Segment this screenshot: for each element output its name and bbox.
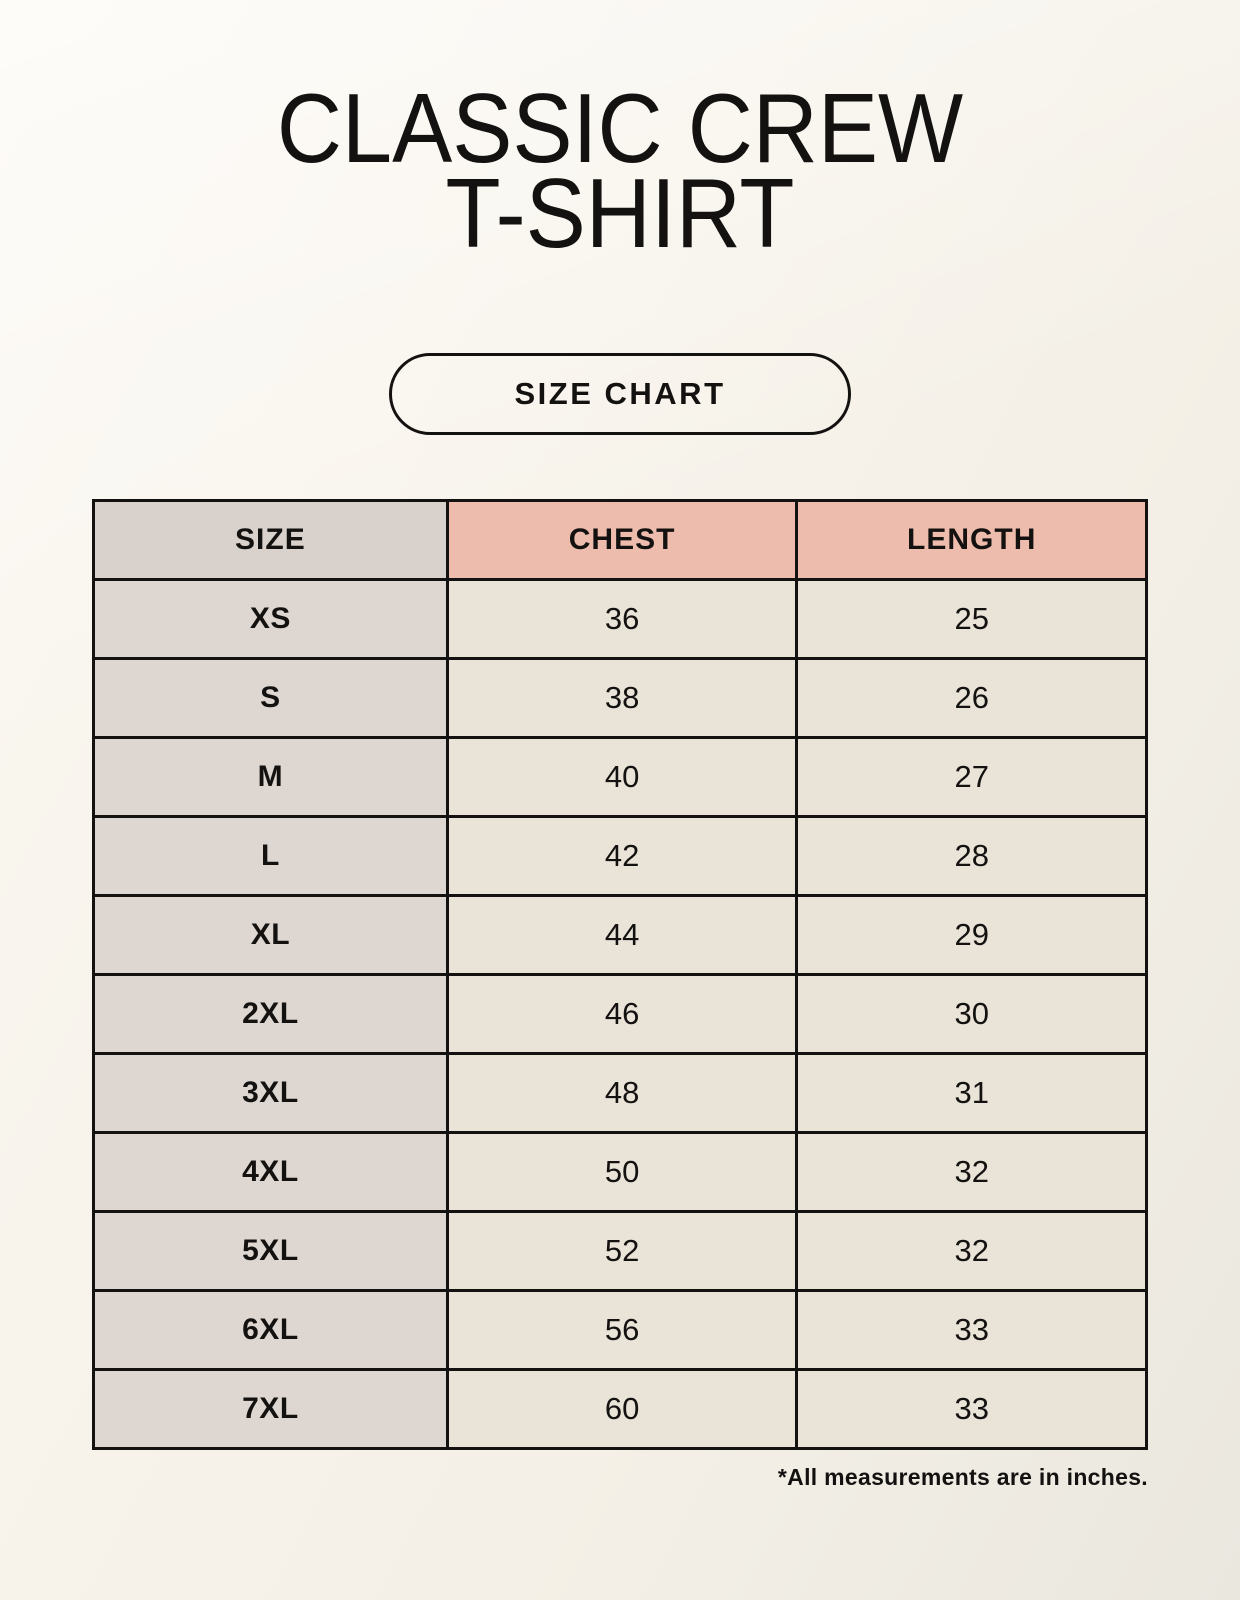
length-value: 31 — [795, 1051, 1148, 1134]
size-label: 6XL — [92, 1288, 449, 1371]
size-chart-table: SIZE CHEST LENGTH XS 36 25 S 38 26 M 40 … — [92, 498, 1148, 1450]
length-value: 32 — [795, 1209, 1148, 1292]
length-value: 26 — [795, 656, 1148, 739]
length-value: 33 — [795, 1288, 1148, 1371]
table-row: 4XL 50 32 — [92, 1130, 1148, 1213]
table-row: XS 36 25 — [92, 577, 1148, 660]
chest-value: 52 — [445, 1209, 799, 1292]
table-row: 3XL 48 31 — [92, 1051, 1148, 1134]
chest-value: 48 — [445, 1051, 799, 1134]
table-row: XL 44 29 — [92, 893, 1148, 976]
size-label: XL — [92, 893, 449, 976]
table-row: M 40 27 — [92, 735, 1148, 818]
page-title-line1: CLASSIC CREW — [276, 73, 964, 183]
size-label: 5XL — [92, 1209, 449, 1292]
length-value: 25 — [795, 577, 1148, 660]
chest-value: 46 — [445, 972, 799, 1055]
chest-value: 42 — [445, 814, 799, 897]
size-label: S — [92, 656, 449, 739]
chest-value: 40 — [445, 735, 799, 818]
length-value: 29 — [795, 893, 1148, 976]
table-row: 6XL 56 33 — [92, 1288, 1148, 1371]
size-chart-badge-label: SIZE CHART — [514, 375, 726, 411]
page-title: CLASSIC CREW T-SHIRT — [50, 73, 1191, 269]
measurements-footnote: *All measurements are in inches. — [777, 1463, 1148, 1490]
chest-value: 56 — [445, 1288, 799, 1371]
size-label: XS — [92, 577, 449, 660]
table-row: 2XL 46 30 — [92, 972, 1148, 1055]
length-value: 28 — [795, 814, 1148, 897]
size-label: M — [92, 735, 449, 818]
chest-value: 36 — [445, 577, 799, 660]
length-value: 32 — [795, 1130, 1148, 1213]
table-row: L 42 28 — [92, 814, 1148, 897]
size-label: 2XL — [92, 972, 449, 1055]
column-header-size: SIZE — [92, 498, 449, 581]
size-chart-badge: SIZE CHART — [389, 352, 851, 435]
chest-value: 60 — [445, 1367, 799, 1450]
length-value: 33 — [795, 1367, 1148, 1450]
chest-value: 38 — [445, 656, 799, 739]
chest-value: 50 — [445, 1130, 799, 1213]
length-value: 30 — [795, 972, 1148, 1055]
page-title-line2: T-SHIRT — [445, 158, 795, 269]
table-row: 7XL 60 33 — [92, 1367, 1148, 1450]
size-label: 4XL — [92, 1130, 449, 1213]
header-row: SIZE CHEST LENGTH — [92, 498, 1148, 581]
table-row: 5XL 52 32 — [92, 1209, 1148, 1292]
column-header-length: LENGTH — [795, 498, 1148, 581]
chest-value: 44 — [445, 893, 799, 976]
size-label: 3XL — [92, 1051, 449, 1134]
size-label: 7XL — [92, 1367, 449, 1450]
size-label: L — [92, 814, 449, 897]
table-row: S 38 26 — [92, 656, 1148, 739]
column-header-chest: CHEST — [445, 498, 799, 581]
length-value: 27 — [795, 735, 1148, 818]
